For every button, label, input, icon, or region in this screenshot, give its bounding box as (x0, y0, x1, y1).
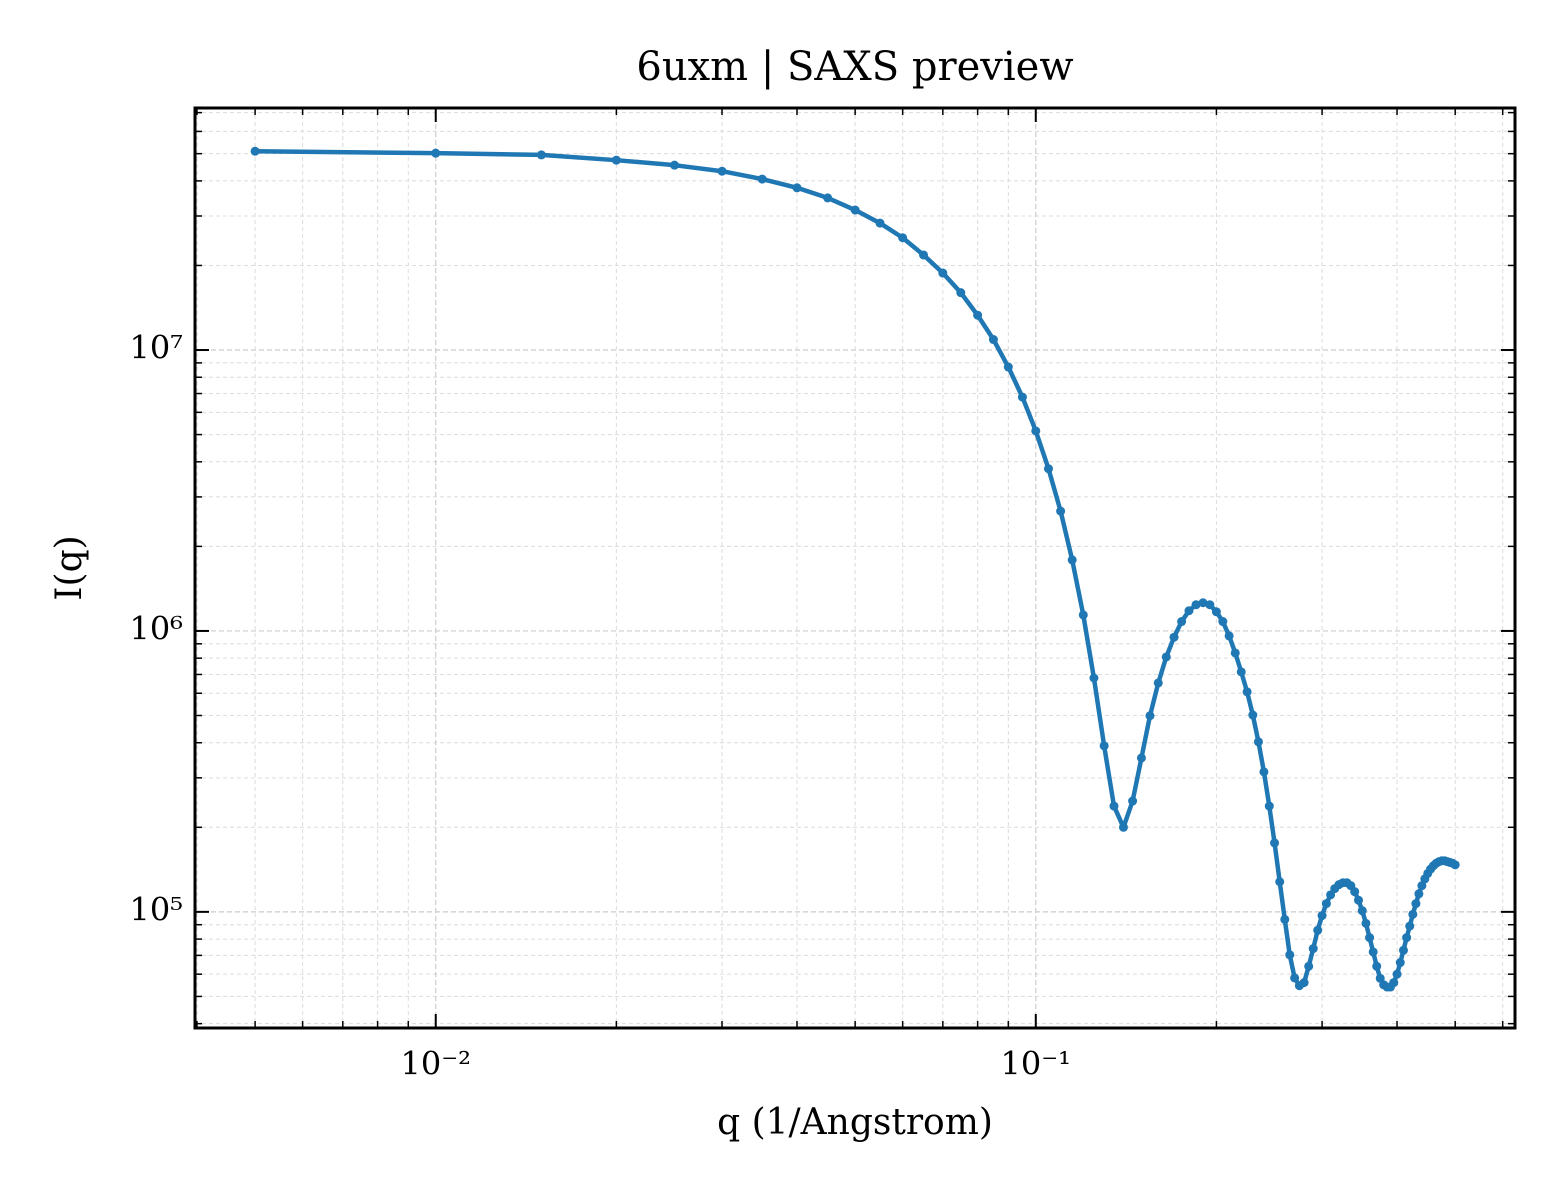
data-point (1304, 961, 1314, 971)
data-point (1161, 652, 1171, 662)
data-point (988, 335, 998, 345)
data-point (1177, 617, 1187, 627)
data-point (1136, 753, 1146, 763)
data-point (973, 310, 983, 320)
data-point (1198, 598, 1208, 608)
data-point (1264, 801, 1274, 811)
data-point (1308, 944, 1318, 954)
data-point (1275, 877, 1285, 887)
data-point (1270, 838, 1280, 848)
data-point (792, 183, 802, 193)
data-point (1368, 947, 1378, 957)
data-point (1248, 710, 1258, 720)
data-point (1398, 945, 1408, 955)
data-point (1089, 673, 1099, 683)
data-point (1153, 678, 1163, 688)
data-point (1043, 464, 1053, 474)
y-tick-label: 10⁷ (129, 329, 183, 367)
data-point (1395, 958, 1405, 968)
data-point (1392, 969, 1402, 979)
data-point (938, 268, 948, 278)
data-point (1236, 667, 1246, 677)
data-point (1361, 918, 1371, 928)
grid (195, 108, 1515, 1028)
data-point (1211, 607, 1221, 617)
plot (250, 146, 1460, 992)
data-point (1450, 860, 1460, 870)
data-point (1313, 925, 1323, 935)
data-point (898, 233, 908, 243)
plot-frame (193, 106, 1517, 1030)
data-point (1299, 978, 1309, 988)
data-point (1405, 921, 1415, 931)
data-point (1109, 801, 1119, 811)
data-point (250, 146, 260, 156)
data-point (1414, 889, 1424, 899)
x-axis-label: q (1/Angstrom) (717, 1102, 993, 1143)
data-point (1321, 899, 1331, 909)
data-point (536, 150, 546, 160)
data-point (1357, 906, 1367, 916)
data-point (1253, 737, 1263, 747)
y-tick-label: 10⁶ (129, 609, 183, 647)
data-point (1205, 600, 1215, 610)
data-point (1056, 506, 1066, 516)
data-point (1169, 632, 1179, 642)
data-point (1017, 392, 1027, 402)
data-point (670, 160, 680, 170)
data-point (1242, 687, 1252, 697)
data-point (611, 155, 621, 165)
data-point (431, 148, 441, 158)
x-tick-label: 10⁻¹ (1001, 1045, 1071, 1083)
y-axis-label: I(q) (49, 535, 90, 600)
axes: 10⁻² 10⁻¹ 10⁵ 10⁶ 10⁷ (129, 106, 1517, 1083)
data-point (1184, 606, 1194, 616)
data-point (1218, 617, 1228, 627)
data-point (1408, 909, 1418, 919)
data-point (1191, 600, 1201, 610)
data-point (1350, 887, 1360, 897)
data-point (1365, 933, 1375, 943)
data-point (1389, 978, 1399, 988)
data-point (823, 193, 833, 203)
data-point (1411, 899, 1421, 909)
data-point (1031, 426, 1041, 436)
chart-title: 6uxm | SAXS preview (636, 44, 1073, 90)
data-point (956, 288, 966, 298)
data-point (1118, 822, 1128, 832)
data-point (1230, 648, 1240, 658)
data-point (1078, 610, 1088, 620)
data-point (1285, 950, 1295, 960)
data-point (1224, 631, 1234, 641)
data-point (1402, 933, 1412, 943)
data-point (1003, 362, 1013, 372)
data-point (1417, 881, 1427, 891)
data-line (255, 149, 1457, 990)
data-point (1317, 911, 1327, 921)
data-point (1290, 973, 1300, 983)
data-point (1067, 555, 1077, 565)
data-point (757, 174, 767, 184)
data-point (1099, 741, 1109, 751)
data-point (1128, 796, 1138, 806)
data-point (919, 250, 929, 260)
data-point (717, 166, 727, 176)
y-tick-label: 10⁵ (129, 890, 183, 928)
data-point (1145, 711, 1155, 721)
data-point (1259, 767, 1269, 777)
data-point (1353, 895, 1363, 905)
data-point (875, 218, 885, 228)
data-point (1280, 914, 1290, 924)
data-point (850, 205, 860, 215)
x-tick-label: 10⁻² (401, 1045, 471, 1083)
data-point (1372, 961, 1382, 971)
